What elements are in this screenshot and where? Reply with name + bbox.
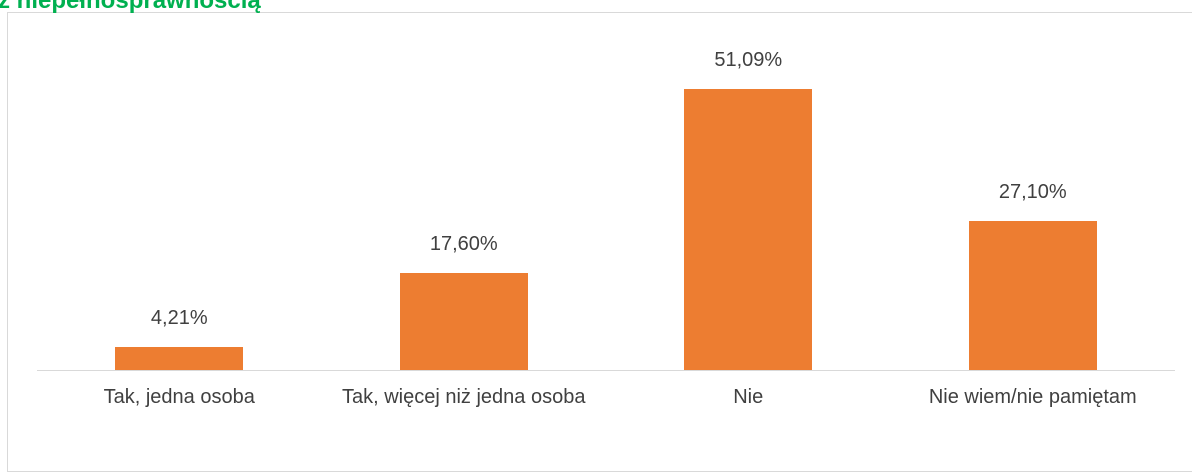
x-tick-label: Tak, więcej niż jedna osoba <box>342 386 586 408</box>
x-tick-label: Tak, jedna osoba <box>103 386 255 408</box>
data-label: 4,21% <box>150 306 208 329</box>
data-label: 17,60% <box>429 233 498 256</box>
chart-title: z niepełnosprawnością <box>0 0 261 14</box>
data-label: 51,09% <box>714 49 783 71</box>
x-tick-label: Nie <box>733 386 764 408</box>
bar <box>399 273 528 370</box>
x-tick-label: Nie wiem/nie pamiętam <box>928 386 1137 408</box>
x-axis-line <box>37 370 1175 371</box>
data-label: 27,10% <box>998 180 1067 203</box>
bar <box>115 346 244 370</box>
bar <box>968 220 1097 370</box>
bar <box>684 89 813 370</box>
